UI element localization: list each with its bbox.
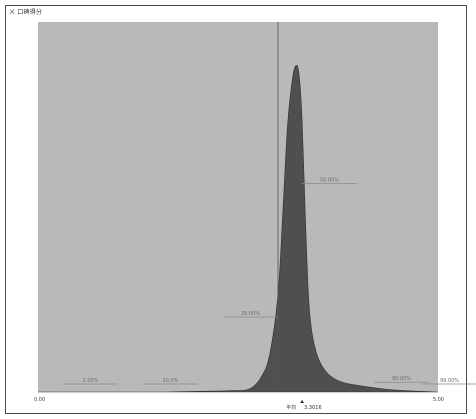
annotation-layer: 10.0% 1.00% 25.00% 50.00% 90.00% 99.00% [63,177,476,385]
percentile-label: 1.00% [83,378,99,384]
percentile-label: 50.00% [320,177,339,183]
chart-window-title: ㄨ 口碑得分 [9,9,43,16]
mean-value: 3.3016 [304,405,322,411]
x-tick-label-max: 5.00 [433,397,444,403]
percentile-label: 10.0% [163,378,179,384]
percentile-label: 25.00% [241,311,260,317]
mean-marker-caret [300,400,305,403]
area-layer [38,64,439,393]
percentile-label: 90.00% [392,376,411,382]
x-tick-label-min: 0.00 [34,397,45,403]
mean-label: 平均 [286,404,296,411]
percentile-label: 99.00% [440,378,459,384]
distribution-area [38,64,439,393]
plot-background [38,22,438,392]
